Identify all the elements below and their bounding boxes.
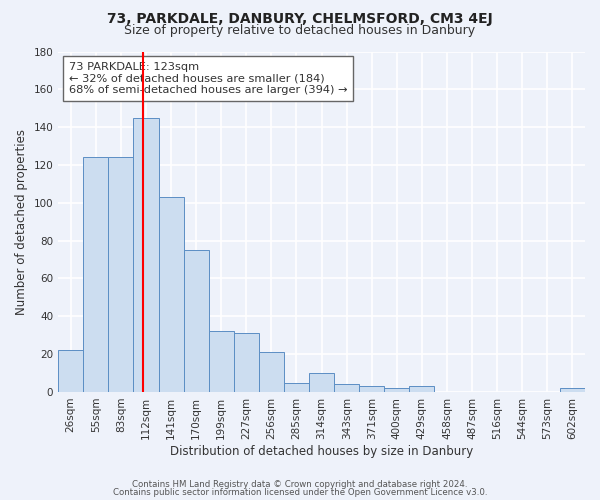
Bar: [158, 197, 184, 392]
Bar: [109, 158, 133, 392]
Text: Contains public sector information licensed under the Open Government Licence v3: Contains public sector information licen…: [113, 488, 487, 497]
Bar: [259, 352, 284, 392]
Text: 73, PARKDALE, DANBURY, CHELMSFORD, CM3 4EJ: 73, PARKDALE, DANBURY, CHELMSFORD, CM3 4…: [107, 12, 493, 26]
Bar: [234, 334, 259, 392]
Bar: [409, 386, 434, 392]
Bar: [58, 350, 83, 392]
Text: Size of property relative to detached houses in Danbury: Size of property relative to detached ho…: [124, 24, 476, 37]
Text: 73 PARKDALE: 123sqm
← 32% of detached houses are smaller (184)
68% of semi-detac: 73 PARKDALE: 123sqm ← 32% of detached ho…: [69, 62, 347, 95]
Text: Contains HM Land Registry data © Crown copyright and database right 2024.: Contains HM Land Registry data © Crown c…: [132, 480, 468, 489]
Bar: [385, 388, 409, 392]
Bar: [359, 386, 385, 392]
Bar: [133, 118, 158, 392]
Bar: [184, 250, 209, 392]
Bar: [284, 382, 309, 392]
Bar: [83, 158, 109, 392]
Y-axis label: Number of detached properties: Number of detached properties: [15, 128, 28, 314]
X-axis label: Distribution of detached houses by size in Danbury: Distribution of detached houses by size …: [170, 444, 473, 458]
Bar: [560, 388, 585, 392]
Bar: [334, 384, 359, 392]
Bar: [309, 373, 334, 392]
Bar: [209, 332, 234, 392]
